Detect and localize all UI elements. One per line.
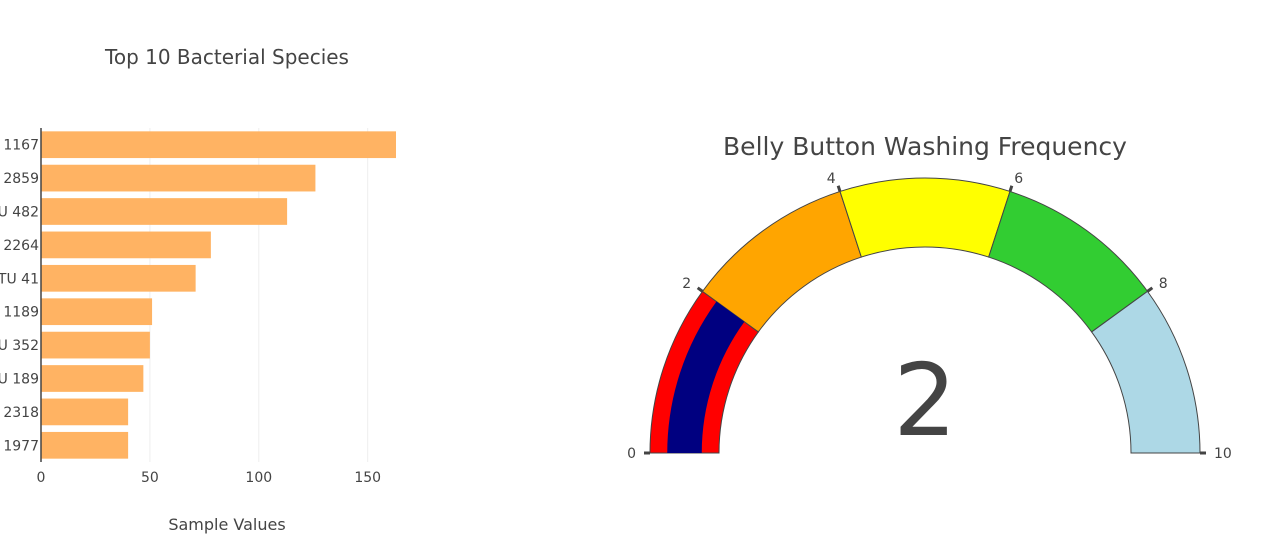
y-tick-label: 1977 bbox=[3, 438, 39, 454]
y-tick-label: U 189 bbox=[0, 372, 39, 388]
gauge-title: Belly Button Washing Frequency bbox=[723, 132, 1127, 161]
y-tick-label: 1167 bbox=[3, 138, 39, 154]
gauge-tick-label: 10 bbox=[1214, 446, 1232, 462]
y-tick-label: 2264 bbox=[3, 238, 39, 254]
x-tick-label: 50 bbox=[141, 470, 159, 486]
gauge-tick-label: 6 bbox=[1014, 171, 1023, 187]
gauge-tick-mark bbox=[696, 286, 704, 293]
y-tick-label: 2318 bbox=[3, 405, 39, 421]
gauge-tick-label: 8 bbox=[1159, 276, 1168, 292]
gauge-tick-mark bbox=[1008, 185, 1014, 192]
bar bbox=[41, 298, 153, 326]
gauge-tick-mark bbox=[836, 185, 842, 192]
y-tick-label: U 482 bbox=[0, 205, 39, 221]
bar bbox=[41, 198, 288, 225]
y-tick-label: U 352 bbox=[0, 338, 39, 354]
gauge-tick-mark bbox=[1146, 286, 1154, 293]
y-tick-label: 2859 bbox=[3, 171, 39, 187]
bar bbox=[41, 331, 150, 359]
gauge-tick-label: 0 bbox=[627, 446, 636, 462]
x-axis-label: Sample Values bbox=[168, 515, 285, 534]
bar bbox=[41, 231, 211, 259]
gauge-tick-label: 4 bbox=[827, 171, 836, 187]
gauge-value-bar bbox=[667, 301, 745, 453]
x-tick-label: 150 bbox=[354, 470, 381, 486]
bar bbox=[41, 131, 396, 159]
y-tick-label: TU 41 bbox=[0, 271, 39, 287]
bar-chart: Top 10 Bacterial Species 1167 2859 U 482 22… bbox=[0, 45, 396, 534]
bar bbox=[41, 431, 129, 459]
bar bbox=[41, 365, 144, 392]
gauge-tick-label: 2 bbox=[682, 276, 691, 292]
bar bbox=[41, 264, 196, 292]
y-tick-label: 1189 bbox=[3, 305, 39, 321]
bar-chart-title: Top 10 Bacterial Species bbox=[104, 45, 349, 69]
gauge-value: 2 bbox=[893, 342, 957, 459]
x-tick-label: 100 bbox=[245, 470, 272, 486]
gauge-step bbox=[839, 177, 1011, 258]
bar bbox=[41, 398, 129, 426]
bar bbox=[41, 164, 316, 192]
x-tick-label: 0 bbox=[37, 470, 46, 486]
